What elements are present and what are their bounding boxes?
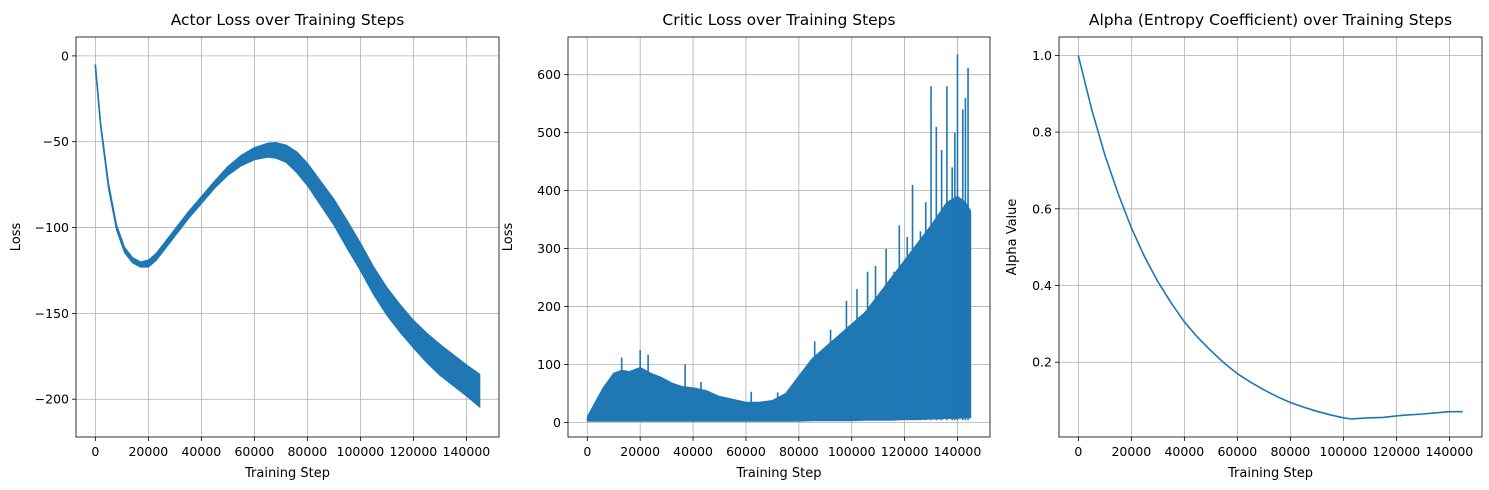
alpha-panel: 0 20000 40000 60000 80000 100000 120000 140000 0… bbox=[1005, 11, 1483, 481]
critic-loss-y-axis-label: Loss bbox=[501, 223, 516, 252]
alpha-y-tick-label: 0.4 bbox=[1032, 278, 1052, 293]
alpha-y-axis-label: Alpha Value bbox=[1005, 199, 1020, 276]
alpha-x-tick-label: 80000 bbox=[1270, 444, 1310, 459]
alpha-y-tick-label: 0.8 bbox=[1032, 125, 1052, 140]
alpha-x-tick-label: 60000 bbox=[1217, 444, 1257, 459]
actor-loss-y-tick-label: −100 bbox=[35, 220, 69, 235]
alpha-x-tick-label: 0 bbox=[1074, 444, 1082, 459]
alpha-axes-frame bbox=[1058, 36, 1483, 438]
alpha-y-tick-label: 0.6 bbox=[1032, 201, 1052, 216]
actor-loss-panel: 0 20000 40000 60000 80000 100000 120000 140000 0… bbox=[9, 11, 500, 481]
critic-loss-y-tick-label: 500 bbox=[537, 125, 561, 140]
actor-loss-y-tick-label: −150 bbox=[35, 306, 69, 321]
alpha-y-tick-label: 0.2 bbox=[1032, 355, 1052, 370]
actor-loss-x-axis-label: Training Step bbox=[244, 466, 330, 481]
actor-loss-axes-frame bbox=[75, 36, 500, 438]
critic-loss-y-tick-label: 400 bbox=[537, 183, 561, 198]
critic-loss-y-tick-label: 200 bbox=[537, 299, 561, 314]
critic-loss-x-tick-label: 100000 bbox=[828, 444, 876, 459]
critic-loss-x-tick-label: 120000 bbox=[881, 444, 929, 459]
actor-loss-y-axis-label: Loss bbox=[9, 223, 24, 252]
actor-loss-x-tick-label: 120000 bbox=[390, 444, 438, 459]
critic-loss-y-tick-label: 300 bbox=[537, 241, 561, 256]
actor-loss-series-band bbox=[94, 64, 481, 409]
alpha-x-tick-label: 100000 bbox=[1320, 444, 1368, 459]
actor-loss-chart-title: Actor Loss over Training Steps bbox=[171, 11, 405, 29]
alpha-x-tick-label: 140000 bbox=[1426, 444, 1474, 459]
critic-loss-y-tick-label: 0 bbox=[553, 415, 561, 430]
actor-loss-plot-area bbox=[94, 64, 481, 409]
critic-loss-x-tick-label: 20000 bbox=[620, 444, 660, 459]
critic-loss-chart-title: Critic Loss over Training Steps bbox=[662, 11, 895, 29]
critic-loss-axes-frame bbox=[567, 36, 991, 438]
critic-loss-plot-area bbox=[586, 54, 972, 422]
alpha-y-tick-label: 1.0 bbox=[1032, 48, 1052, 63]
critic-loss-y-tick-label: 600 bbox=[537, 67, 561, 82]
actor-loss-x-tick-label: 140000 bbox=[443, 444, 491, 459]
critic-loss-x-tick-label: 60000 bbox=[726, 444, 766, 459]
alpha-x-tick-label: 20000 bbox=[1111, 444, 1151, 459]
actor-loss-y-tick-label: −200 bbox=[35, 392, 69, 407]
actor-loss-x-tick-label: 0 bbox=[91, 444, 99, 459]
actor-loss-x-tick-label: 80000 bbox=[287, 444, 327, 459]
critic-loss-x-tick-label: 40000 bbox=[673, 444, 713, 459]
actor-loss-x-tick-label: 60000 bbox=[234, 444, 274, 459]
actor-loss-x-tick-label: 40000 bbox=[181, 444, 221, 459]
critic-loss-x-axis-label: Training Step bbox=[735, 466, 821, 481]
alpha-series-line bbox=[1077, 55, 1463, 420]
actor-loss-y-tick-label: −50 bbox=[43, 134, 69, 149]
alpha-plot-area bbox=[1077, 55, 1463, 420]
actor-loss-x-tick-label: 100000 bbox=[337, 444, 385, 459]
alpha-x-tick-label: 40000 bbox=[1164, 444, 1204, 459]
actor-loss-x-tick-label: 20000 bbox=[128, 444, 168, 459]
alpha-x-axis-label: Training Step bbox=[1227, 466, 1313, 481]
critic-loss-y-tick-label: 100 bbox=[537, 357, 561, 372]
alpha-chart-title: Alpha (Entropy Coefficient) over Trainin… bbox=[1089, 11, 1452, 29]
actor-loss-y-tick-label: 0 bbox=[61, 48, 69, 63]
alpha-x-tick-label: 120000 bbox=[1373, 444, 1421, 459]
critic-loss-x-tick-label: 140000 bbox=[934, 444, 982, 459]
critic-loss-x-tick-label: 80000 bbox=[779, 444, 819, 459]
critic-loss-panel: 0 20000 40000 60000 80000 100000 120000 140000 0… bbox=[501, 11, 991, 481]
critic-loss-x-tick-label: 0 bbox=[583, 444, 591, 459]
actor-loss-series-line bbox=[94, 64, 481, 392]
